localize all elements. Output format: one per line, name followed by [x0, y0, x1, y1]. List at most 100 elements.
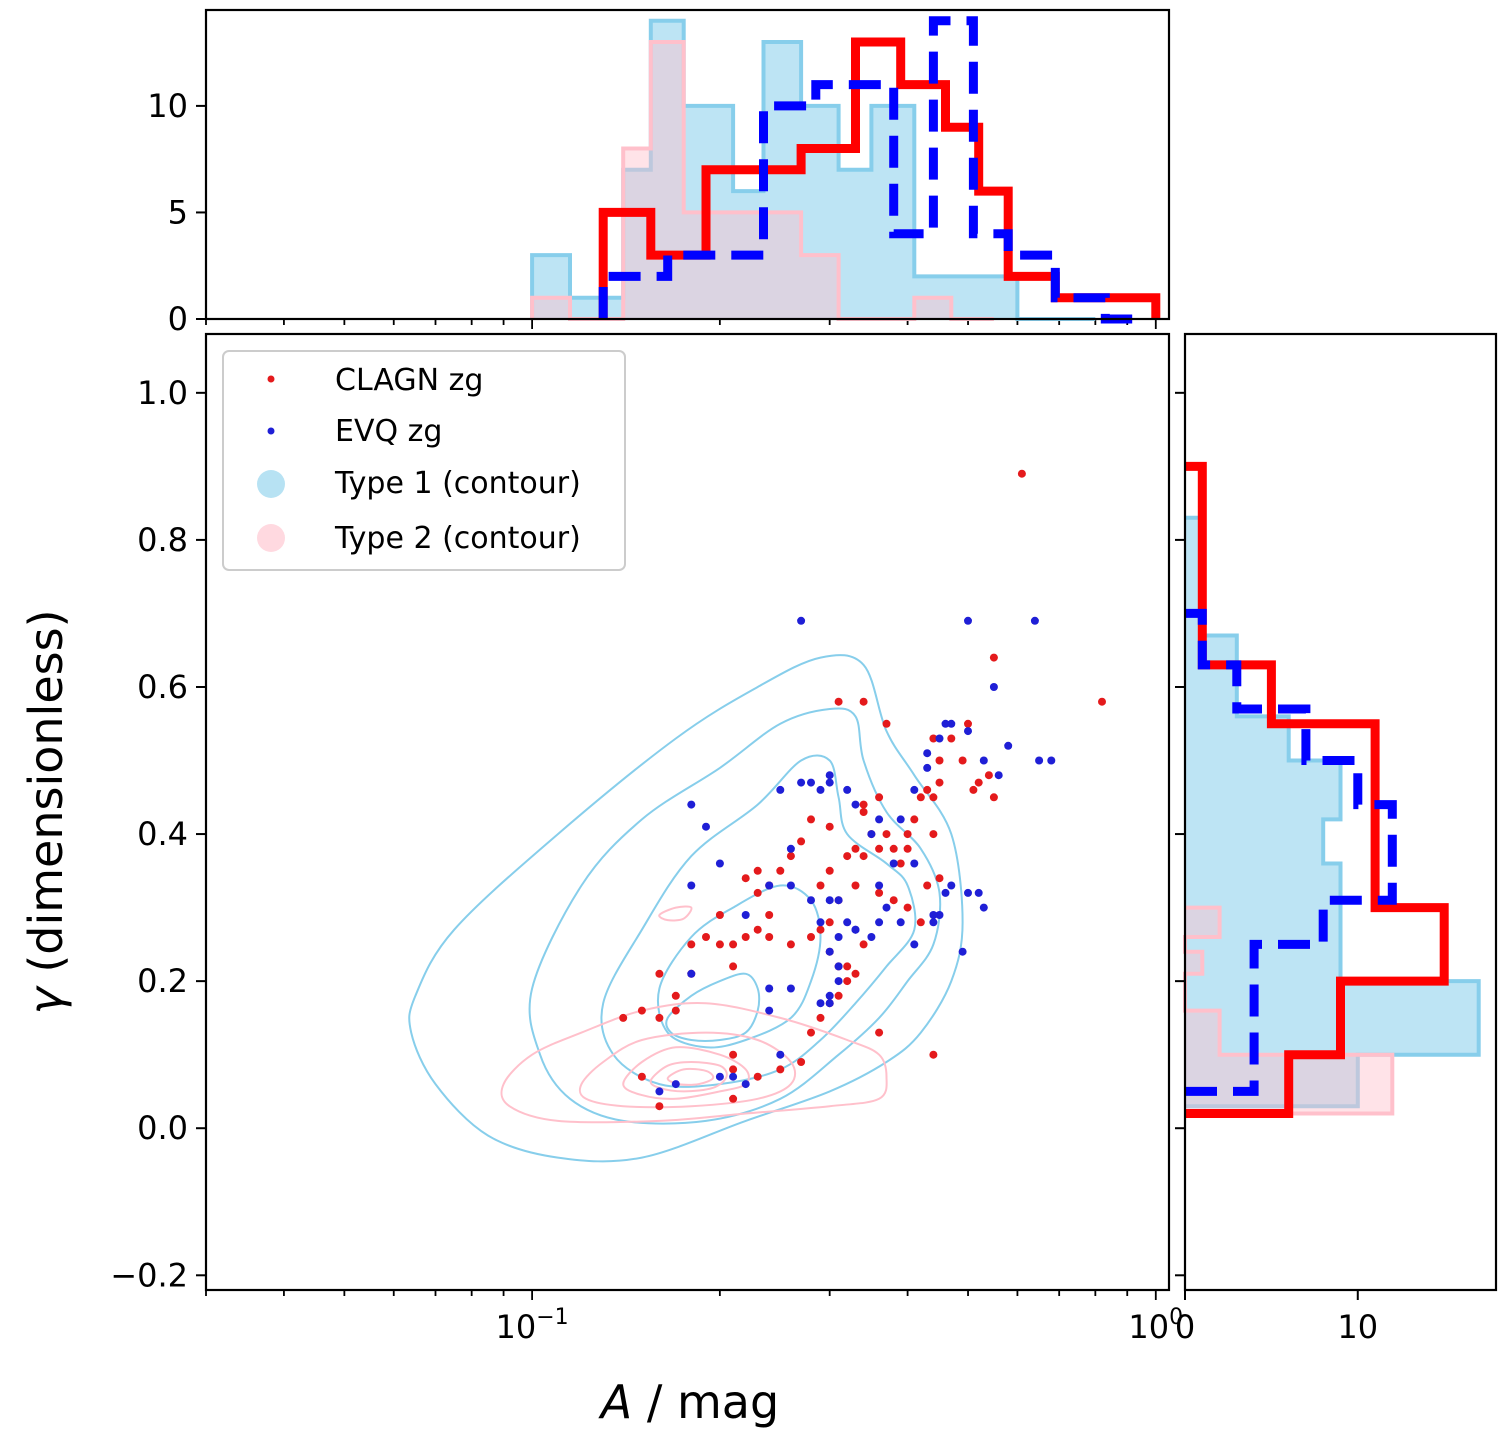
legend-label-type1: Type 1 (contour)	[334, 466, 581, 501]
evq-point	[843, 918, 852, 927]
evq-point	[786, 881, 795, 890]
clagn-point	[851, 881, 860, 890]
legend-marker-evq	[267, 427, 275, 435]
right-frame	[1183, 332, 1498, 1292]
evq-point	[851, 800, 860, 809]
evq-point	[729, 1072, 738, 1081]
clagn-point	[989, 653, 998, 662]
clagn-point	[671, 1006, 680, 1015]
evq-point	[929, 918, 938, 927]
clagn-point	[969, 785, 978, 794]
evq-point	[979, 756, 988, 765]
type2-contour-level-2	[622, 1046, 750, 1100]
top-hist-evq-zg	[598, 16, 1145, 324]
clagn-point	[843, 852, 852, 861]
evq-point	[929, 911, 938, 919]
y-tick-label: 0.6	[137, 668, 188, 706]
clagn-point	[875, 888, 884, 897]
evq-point	[765, 1006, 774, 1015]
evq-point	[882, 903, 891, 912]
evq-point	[776, 1050, 785, 1059]
clagn-point	[834, 991, 843, 1000]
type1-contour-level-1	[528, 707, 942, 1125]
evq-point	[655, 1087, 664, 1096]
clagn-point	[929, 830, 938, 839]
y-tick-label: 0.8	[137, 521, 188, 559]
evq-point	[867, 830, 876, 839]
clagn-point	[916, 793, 925, 802]
clagn-point	[859, 808, 868, 816]
clagn-point	[903, 830, 912, 839]
evq-point	[807, 896, 815, 905]
clagn-point	[729, 940, 738, 949]
evq-point	[964, 616, 972, 625]
clagn-point	[903, 844, 912, 853]
evq-point	[715, 859, 724, 868]
evq-point	[825, 778, 834, 787]
top-y-tick-label: 10	[147, 87, 188, 125]
evq-point	[875, 918, 884, 927]
evq-point	[989, 683, 998, 691]
evq-point	[687, 969, 696, 978]
clagn-point	[816, 925, 825, 934]
type2-contour-level-1	[578, 1031, 797, 1109]
clagn-point	[776, 866, 785, 875]
evq-point	[825, 771, 834, 780]
clagn-point	[896, 859, 905, 868]
clagn-point	[729, 1065, 738, 1074]
clagn-point	[859, 852, 868, 861]
evq-point	[935, 734, 944, 743]
clagn-point	[889, 844, 898, 853]
clagn-point	[875, 844, 884, 853]
right-hist-type-2	[1183, 905, 1395, 1116]
evq-point	[687, 881, 696, 890]
clagn-point	[807, 815, 815, 824]
clagn-point	[958, 756, 967, 765]
clagn-point	[834, 697, 843, 706]
clagn-point	[715, 911, 724, 919]
evq-point	[947, 719, 956, 728]
legend-frame	[222, 350, 626, 571]
evq-point	[896, 815, 905, 824]
y-tick-label: −0.2	[110, 1256, 188, 1294]
evq-point	[765, 984, 774, 993]
right-hist-clagn-zg	[1185, 461, 1449, 1118]
clagn-point	[729, 1050, 738, 1059]
evq-point	[834, 977, 843, 986]
evq-point	[797, 616, 806, 625]
clagn-point	[875, 793, 884, 802]
clagn-point	[910, 815, 919, 824]
right-hist-evq-zg	[1185, 608, 1397, 1096]
evq-point	[816, 999, 825, 1008]
clagn-point	[687, 940, 696, 949]
evq-point	[741, 1080, 750, 1089]
evq-point	[875, 881, 884, 890]
evq-point	[825, 896, 834, 905]
clagn-point	[729, 1094, 738, 1103]
clagn-point	[825, 822, 834, 831]
top-hist-type-1	[530, 18, 1096, 321]
clagn-point	[655, 1102, 664, 1111]
evq-point	[964, 888, 972, 897]
clagn-point	[843, 977, 852, 986]
clagn-point	[875, 1028, 884, 1037]
evq-point	[786, 844, 795, 853]
clagn-point	[935, 778, 944, 787]
evq-point	[765, 881, 774, 890]
evq-point	[834, 933, 843, 941]
clagn-point	[974, 778, 983, 787]
evq-point	[941, 719, 950, 728]
type2-contour-level-5	[658, 905, 693, 922]
clagn-point	[776, 1065, 785, 1074]
evq-point	[825, 947, 834, 956]
evq-point	[687, 800, 696, 809]
clagn-point	[1017, 469, 1026, 478]
evq-point	[816, 785, 825, 794]
top-y-tick-label: 5	[168, 193, 188, 231]
x-tick-label: 100	[1128, 1305, 1183, 1346]
clagn-point	[797, 837, 806, 846]
clagn-point	[729, 962, 738, 971]
clagn-point	[786, 940, 795, 949]
clagn-point	[947, 734, 956, 743]
